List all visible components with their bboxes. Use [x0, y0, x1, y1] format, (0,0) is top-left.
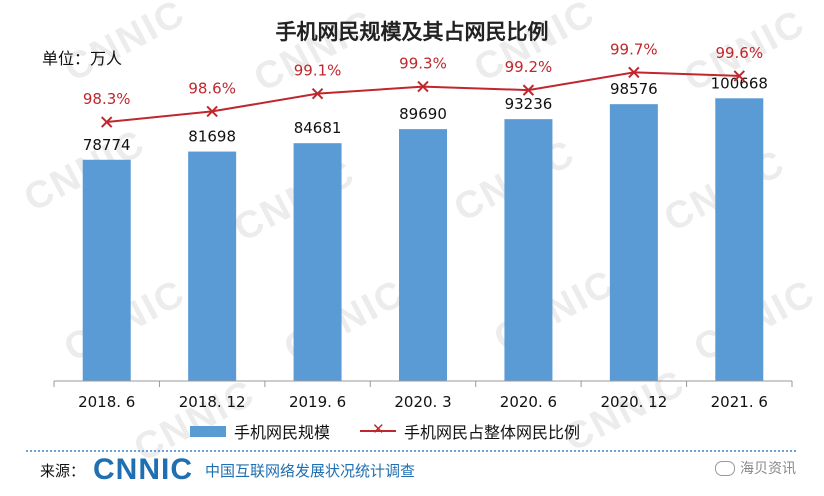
unit-label: 单位：万人 [42, 49, 123, 68]
chart-title: 手机网民规模及其占网民比例 [275, 20, 549, 44]
bar [609, 104, 658, 381]
ratio-value-label: 99.2% [505, 58, 553, 76]
bar-value-label: 100668 [711, 74, 768, 92]
x-tick-label: 2018. 6 [78, 393, 135, 411]
bar [188, 151, 237, 381]
legend: 手机网民规模 ✕ 手机网民占整体网民比例 [190, 420, 610, 442]
footer-divider [26, 450, 796, 452]
channel-watermark: 海贝资讯 [715, 458, 796, 478]
ratio-value-label: 99.6% [715, 44, 763, 62]
x-tick-label: 2019. 6 [289, 393, 346, 411]
legend-bar-swatch [190, 425, 226, 437]
ratio-marker [522, 84, 535, 96]
ratio-value-label: 98.6% [188, 79, 236, 97]
ratio-value-label: 99.7% [610, 40, 658, 58]
cnnic-logo: CNNIC [93, 453, 194, 486]
bar-value-label: 81698 [188, 128, 236, 146]
bar-value-label: 84681 [294, 119, 342, 137]
ratio-marker [733, 70, 745, 82]
ratio-marker [101, 116, 113, 128]
channel-name: 海贝资讯 [740, 461, 796, 477]
x-tick-label: 2018. 12 [179, 393, 246, 411]
legend-item-line: ✕ 手机网民占整体网民比例 [360, 419, 580, 443]
legend-line-label: 手机网民占整体网民比例 [404, 423, 581, 442]
ratio-value-label: 99.1% [294, 62, 342, 80]
bar [399, 129, 447, 381]
ratio-marker [206, 105, 218, 118]
legend-bar-label: 手机网民规模 [234, 423, 331, 442]
bar [82, 159, 131, 381]
legend-line-swatch: ✕ [360, 420, 397, 438]
chart-svg: 78774 2018. 6 81698 2018. 12 84681 2019. 6 896… [53, 40, 793, 411]
bar-value-label: 93236 [505, 95, 553, 113]
bar [293, 143, 342, 381]
ratio-marker [417, 80, 429, 93]
source-name: 中国互联网络发展状况统计调查 [205, 461, 416, 480]
x-tick-label: 2021. 6 [711, 393, 768, 411]
ratio-marker [311, 87, 324, 100]
wechat-icon [715, 460, 735, 476]
source-label: 来源： [40, 461, 86, 480]
x-tick-label: 2020. 6 [500, 393, 557, 411]
ratio-value-label: 98.3% [83, 90, 131, 108]
legend-item-bar: 手机网民规模 [190, 419, 330, 443]
x-tick-label: 2020. 3 [394, 393, 451, 411]
footer-source: 来源： CNNIC 中国互联网络发展状况统计调查 [40, 453, 416, 486]
bar-value-label: 98576 [610, 80, 658, 98]
bar-value-label: 78774 [83, 136, 131, 154]
ratio-value-label: 99.3% [399, 55, 447, 73]
bar [504, 119, 553, 381]
ratio-marker [628, 66, 640, 79]
bar-value-label: 89690 [399, 105, 447, 123]
bar [715, 98, 764, 381]
x-tick-label: 2020. 12 [600, 393, 667, 411]
